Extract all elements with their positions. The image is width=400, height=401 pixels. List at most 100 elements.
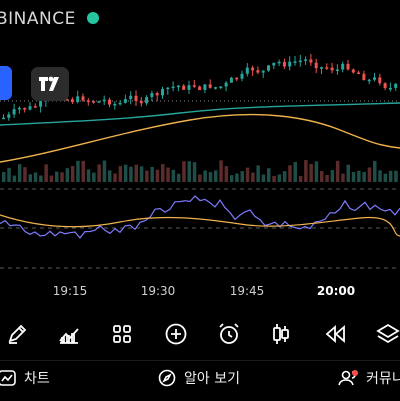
volume-bar bbox=[65, 168, 70, 182]
tradingview-logo-icon bbox=[31, 67, 69, 101]
volume-bar bbox=[267, 168, 271, 182]
volume-bar bbox=[224, 166, 229, 182]
candle-body bbox=[39, 101, 43, 107]
candle-body bbox=[2, 117, 5, 120]
candle-body bbox=[129, 95, 133, 100]
volume-bar bbox=[362, 171, 366, 182]
candle-body bbox=[224, 82, 228, 87]
volume-bar bbox=[17, 164, 22, 182]
volume-bar bbox=[166, 167, 170, 182]
volume-bar bbox=[182, 161, 186, 182]
volume-layer bbox=[2, 160, 398, 182]
volume-bar bbox=[388, 170, 393, 182]
volume-bar bbox=[70, 165, 75, 182]
volume-bar bbox=[298, 175, 303, 182]
volume-bar bbox=[192, 162, 197, 182]
candle-body bbox=[256, 70, 260, 73]
volume-bar bbox=[214, 170, 218, 182]
volume-bar bbox=[378, 170, 382, 182]
volume-bar bbox=[92, 172, 96, 182]
volume-bar bbox=[28, 174, 32, 182]
candle-body bbox=[33, 106, 37, 108]
chart-header: BINANCE bbox=[0, 0, 400, 40]
candle-body bbox=[166, 87, 170, 90]
add-icon[interactable] bbox=[158, 312, 194, 356]
candle-body bbox=[330, 67, 334, 71]
volume-bar bbox=[145, 170, 149, 182]
volume-bar bbox=[304, 160, 308, 182]
side-panel-button[interactable] bbox=[0, 66, 12, 100]
candle-body bbox=[388, 87, 392, 90]
volume-bar bbox=[293, 162, 297, 182]
candle-body bbox=[293, 61, 297, 63]
candle-body bbox=[134, 95, 138, 101]
nav-explore[interactable]: 알아 보기 bbox=[158, 368, 240, 388]
rsi-line bbox=[0, 195, 400, 239]
volume-bar bbox=[23, 167, 27, 182]
candle-body bbox=[150, 93, 154, 98]
candle-body bbox=[155, 93, 159, 96]
candle-body bbox=[394, 83, 398, 88]
volume-bar bbox=[367, 167, 372, 182]
candle-body bbox=[12, 109, 16, 115]
candle-body bbox=[108, 99, 111, 105]
candle-body bbox=[320, 67, 323, 69]
volume-bar bbox=[357, 170, 361, 182]
nav-chart[interactable]: 차트 bbox=[0, 368, 50, 388]
time-tick: 19:45 bbox=[229, 284, 265, 298]
volume-bar bbox=[282, 171, 287, 182]
candle-body bbox=[92, 101, 96, 103]
nav-chart-label: 차트 bbox=[24, 371, 50, 387]
candle-body bbox=[102, 99, 106, 102]
volume-bar bbox=[251, 172, 255, 182]
candle-body bbox=[161, 88, 164, 96]
candle-body bbox=[113, 103, 117, 106]
volume-bar bbox=[171, 169, 176, 182]
candle-body bbox=[219, 86, 223, 88]
candle-body bbox=[288, 61, 292, 67]
candle-body bbox=[261, 70, 265, 73]
volume-bar bbox=[394, 170, 398, 182]
candle-body bbox=[240, 73, 244, 79]
volume-bar bbox=[176, 173, 181, 182]
pencil-icon[interactable] bbox=[0, 312, 35, 356]
time-axis: 19:15 19:30 19:45 20:00 bbox=[0, 284, 400, 304]
candle-body bbox=[97, 101, 101, 103]
price-chart[interactable] bbox=[0, 0, 400, 290]
volume-bar bbox=[102, 160, 107, 182]
candle-body bbox=[367, 79, 371, 82]
layers-icon[interactable] bbox=[370, 312, 400, 356]
candle-body bbox=[309, 59, 313, 63]
candle-body bbox=[298, 60, 302, 63]
volume-bar bbox=[261, 174, 266, 182]
apps-grid-icon[interactable] bbox=[104, 312, 140, 356]
volume-bar bbox=[288, 165, 292, 182]
volume-bar bbox=[346, 164, 350, 182]
nav-explore-label: 알아 보기 bbox=[184, 371, 240, 387]
nav-community-label: 커뮤니티 bbox=[366, 371, 400, 387]
indicators-icon[interactable] bbox=[51, 312, 87, 356]
replay-icon[interactable] bbox=[317, 312, 353, 356]
candle-body bbox=[351, 69, 355, 73]
volume-bar bbox=[60, 172, 64, 182]
volume-bar bbox=[86, 169, 91, 182]
candle-body bbox=[203, 84, 207, 90]
nav-community[interactable]: 커뮤니티 bbox=[338, 368, 400, 388]
volume-bar bbox=[49, 175, 54, 182]
volume-bar bbox=[272, 175, 276, 182]
candle-body bbox=[245, 67, 249, 74]
volume-bar bbox=[7, 167, 11, 182]
candle-body bbox=[229, 77, 233, 83]
candle-body bbox=[192, 85, 196, 87]
alarm-icon[interactable] bbox=[211, 312, 247, 356]
candles-icon[interactable] bbox=[263, 312, 299, 356]
ma-slow-line bbox=[0, 113, 400, 163]
moving-averages bbox=[0, 102, 400, 163]
candle-body bbox=[282, 61, 286, 67]
candle-body bbox=[171, 86, 175, 89]
candle-body bbox=[187, 85, 191, 90]
volume-bar bbox=[161, 164, 165, 182]
candle-body bbox=[86, 100, 90, 102]
volume-bar bbox=[330, 170, 335, 182]
volume-bar bbox=[277, 174, 282, 182]
